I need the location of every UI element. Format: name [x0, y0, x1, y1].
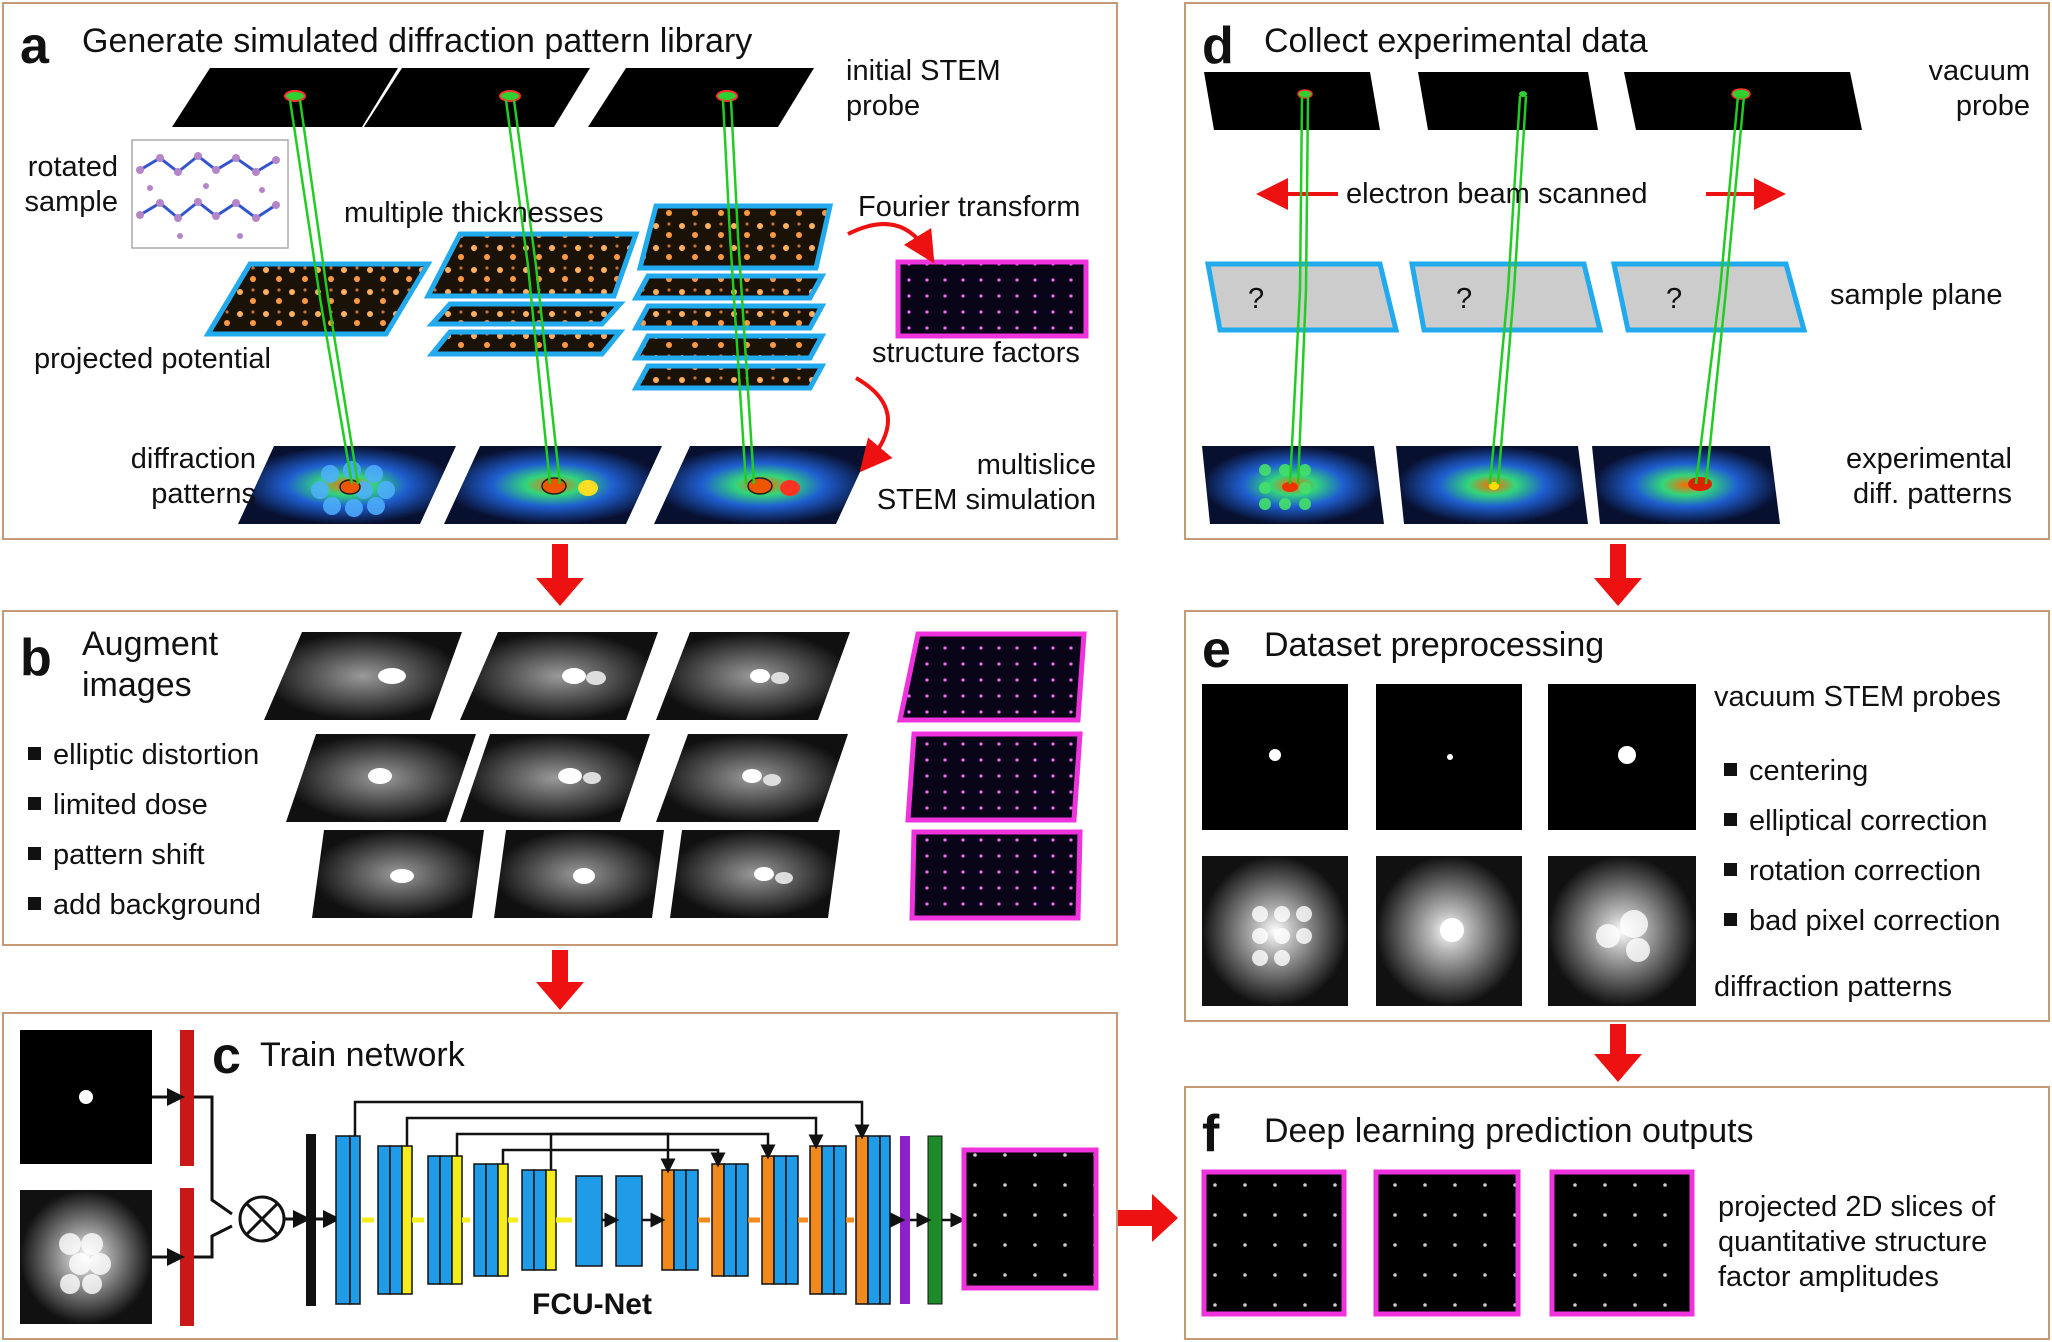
label-electron-beam-scanned: electron beam scanned: [1346, 178, 1648, 210]
label-rotated-sample: rotated sample: [24, 151, 119, 218]
augmented-images-b: [264, 632, 850, 918]
sample-unknown-1: ?: [1248, 283, 1265, 315]
label-initial-stem-probe: initial STEM probe: [846, 55, 1001, 122]
label-sample-plane: sample plane: [1830, 279, 2003, 311]
rotated-sample-crystal: [131, 139, 289, 249]
panel-e-letter: e: [1202, 621, 1231, 679]
bullet-elliptic-distortion: elliptic distortion: [28, 741, 259, 770]
bullet-pattern-shift: pattern shift: [28, 841, 205, 870]
fcu-net-blocks: [335, 1135, 943, 1305]
diffraction-planes-a: [238, 446, 872, 524]
sf-images-b: [896, 631, 1087, 921]
label-projected-2d-slices: projected 2D slices of quantitative stru…: [1718, 1191, 1996, 1293]
probe-images-e: [1202, 684, 1696, 830]
label-diffraction-patterns-e: diffraction patterns: [1714, 971, 1953, 1003]
panel-a-title: Generate simulated diffraction pattern l…: [82, 22, 753, 60]
label-multiple-thicknesses: multiple thicknesses: [344, 197, 604, 229]
exp-diffraction-planes-d: [1202, 446, 1780, 524]
beam-lines-d: [1288, 95, 1746, 485]
inputs-c: [20, 1030, 341, 1326]
sample-planes-d: [1205, 261, 1808, 333]
bullet-bad-pixel-correction: bad pixel correction: [1724, 907, 2000, 936]
label-multislice-stem-simulation: multislice STEM simulation: [876, 449, 1096, 516]
label-experimental-diff-patterns: experimental diff. patterns: [1845, 443, 2012, 510]
potential-slices-a: [203, 203, 834, 391]
bullet-rotation-correction: rotation correction: [1724, 857, 1981, 886]
label-projected-potential: projected potential: [34, 343, 271, 375]
beam-lines-a: [288, 99, 756, 485]
panel-c-letter: c: [212, 1027, 241, 1085]
sample-unknown-2: ?: [1456, 283, 1473, 315]
panel-f-title: Deep learning prediction outputs: [1264, 1112, 1754, 1150]
probe-planes-a: [172, 68, 814, 127]
fcu-net-flow: [353, 1100, 966, 1228]
bullet-centering: centering: [1724, 757, 1868, 786]
output-images-f: [1201, 1169, 1695, 1317]
panel-f-letter: f: [1202, 1105, 1220, 1163]
label-diffraction-patterns: diffraction patterns: [130, 443, 256, 510]
panel-e-title: Dataset preprocessing: [1264, 626, 1605, 664]
label-vacuum-probe: vacuum probe: [1928, 55, 2030, 122]
probe-planes-d: [1204, 72, 1862, 130]
label-fourier-transform: Fourier transform: [858, 191, 1081, 223]
fcu-net-label: FCU-Net: [532, 1288, 652, 1321]
panel-d-title: Collect experimental data: [1264, 22, 1648, 60]
red-curved-arrows-a: [847, 222, 935, 473]
red-down-arrow-icon: [536, 544, 1642, 1242]
panel-b-letter: b: [20, 629, 52, 687]
structure-factor-a: [895, 259, 1089, 339]
label-structure-factors: structure factors: [872, 337, 1080, 369]
panel-d-letter: d: [1202, 17, 1234, 75]
label-vacuum-stem-probes: vacuum STEM probes: [1714, 681, 2001, 713]
pattern-images-e: [1202, 856, 1696, 1006]
bullet-add-background: add background: [28, 891, 261, 920]
sample-unknown-3: ?: [1666, 283, 1683, 315]
bullet-limited-dose: limited dose: [28, 791, 208, 820]
bullet-elliptical-correction: elliptical correction: [1724, 807, 1988, 836]
output-c: [961, 1147, 1099, 1291]
panel-b-title: Augment images: [82, 625, 219, 704]
panel-c-title: Train network: [260, 1036, 465, 1074]
panel-a-letter: a: [20, 17, 49, 75]
